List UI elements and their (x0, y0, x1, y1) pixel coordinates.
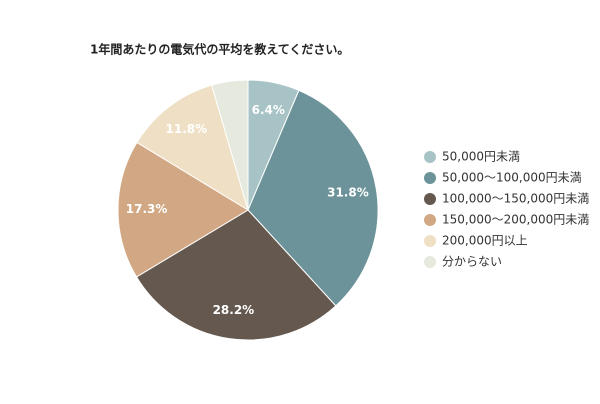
pie-slice (211, 79, 249, 211)
legend-label: 50,000円未満 (442, 150, 520, 164)
pie-slice (247, 89, 379, 307)
legend-label: 100,000〜150,000円未満 (442, 192, 589, 206)
legend-label: 150,000〜200,000円未満 (442, 213, 589, 227)
legend-label: 分からない (442, 255, 502, 269)
data-label: 17.3% (126, 202, 168, 216)
data-label: 31.8% (327, 185, 369, 199)
legend-marker (424, 235, 436, 247)
legend-marker (424, 256, 436, 268)
data-label: 28.2% (213, 303, 255, 317)
legend-marker (424, 193, 436, 205)
pie-slice (117, 141, 249, 278)
legend-label: 200,000円以上 (442, 234, 528, 248)
legend-marker (424, 151, 436, 163)
pie-slice (135, 209, 337, 341)
legend-marker (424, 214, 436, 226)
chart-title: 1年間あたりの電気代の平均を教えてください。 (90, 42, 349, 57)
data-label: 11.8% (166, 122, 208, 136)
legend-marker (424, 172, 436, 184)
legend-label: 50,000〜100,000円未満 (442, 171, 582, 185)
data-label: 6.4% (252, 103, 285, 117)
pie-slice (136, 84, 249, 212)
